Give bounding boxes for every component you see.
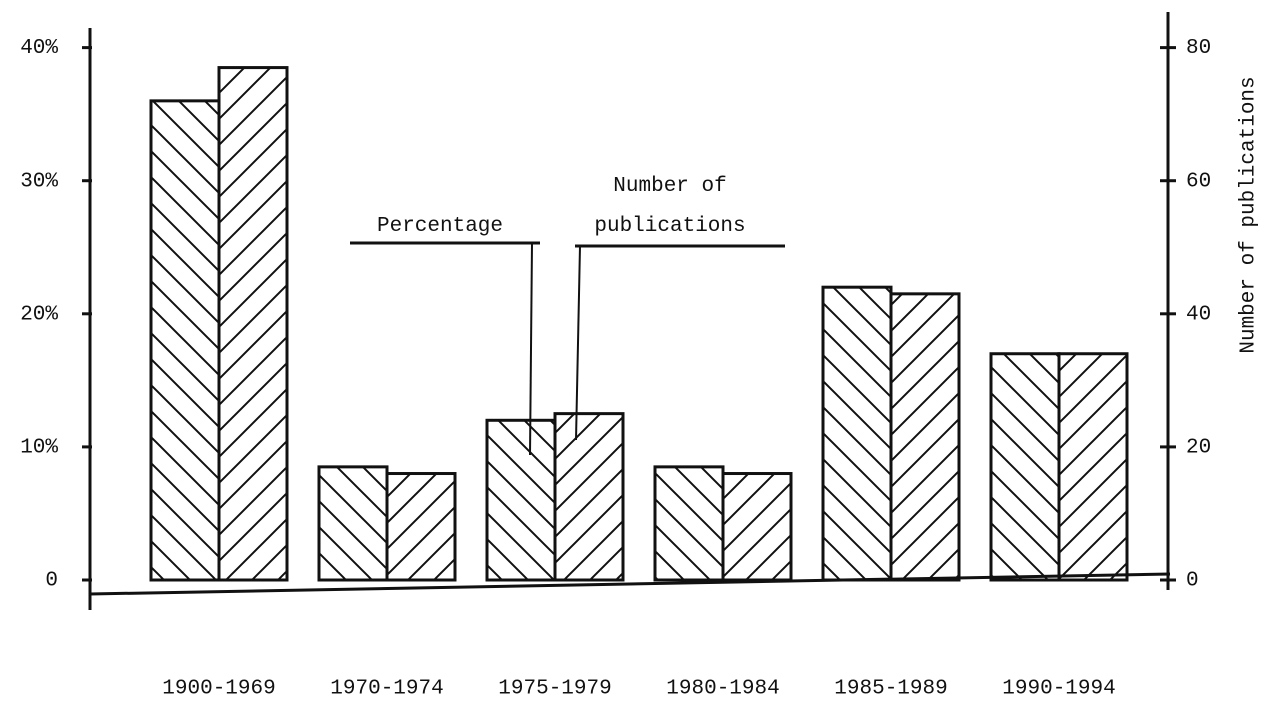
bar: [889, 292, 961, 582]
y2-tick-label: 20: [1186, 436, 1211, 459]
x-tick-label: 1985-1989: [834, 678, 947, 701]
x-tick-label: 1980-1984: [666, 678, 779, 701]
legend-leaders: [350, 241, 785, 456]
bar: [989, 352, 1061, 582]
x-tick-label: 1990-1994: [1002, 678, 1115, 701]
y2-tick-label: 60: [1186, 170, 1211, 193]
legend-publications: Number of publications: [594, 175, 746, 238]
x-tick-label: 1970-1974: [330, 678, 443, 701]
y2-tick-label: 80: [1186, 37, 1211, 60]
y-tick-label: 10%: [20, 436, 58, 459]
bar: [485, 418, 557, 582]
bar: [553, 412, 625, 582]
y-tick-label: 20%: [20, 303, 58, 326]
bar: [721, 472, 793, 582]
y2-axis-label: Number of publications: [1238, 76, 1261, 353]
bar: [653, 465, 725, 582]
bar: [149, 99, 221, 582]
x-tick-label: 1975-1979: [498, 678, 611, 701]
bar: [217, 66, 289, 582]
bar: [821, 285, 893, 582]
y-tick-label: 0: [45, 570, 58, 593]
y-tick-label: 40%: [20, 37, 58, 60]
y2-tick-label: 40: [1186, 303, 1211, 326]
y2-tick-label: 0: [1186, 570, 1199, 593]
legend-percentage: Percentage: [376, 215, 504, 238]
bar: [1057, 352, 1129, 582]
bar: [385, 472, 457, 582]
y-tick-label: 30%: [20, 170, 58, 193]
bar: [317, 465, 389, 582]
x-tick-label: 1900-1969: [162, 678, 275, 701]
